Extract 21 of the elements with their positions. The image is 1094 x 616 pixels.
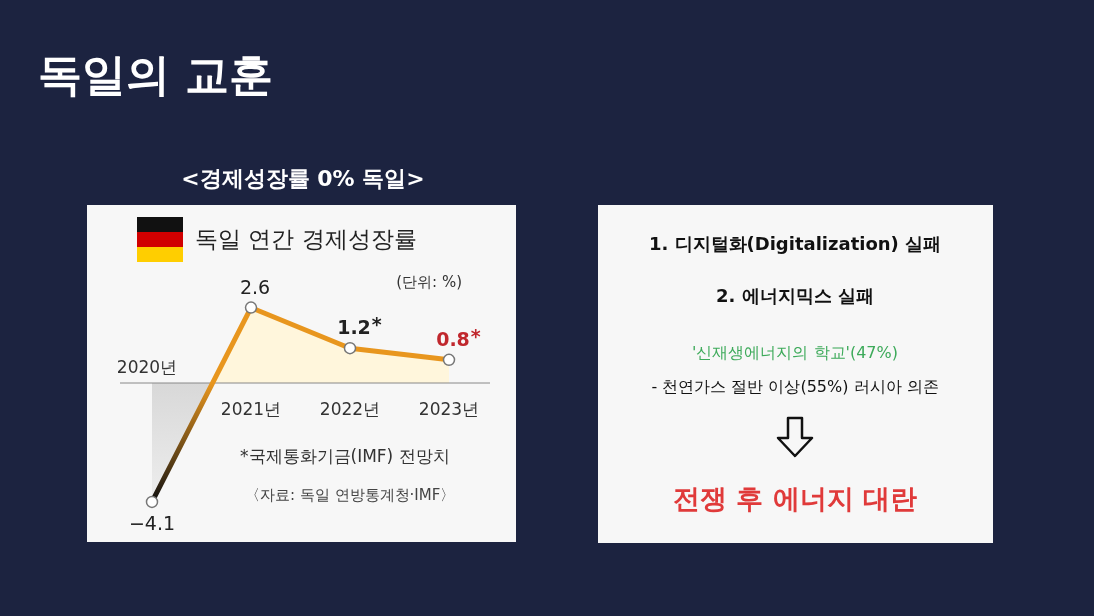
data-label: 1.2	[337, 316, 371, 339]
data-label: −4.1	[128, 511, 176, 534]
x-tick-label: 2020년	[116, 357, 178, 377]
text: 독일의 교훈	[38, 49, 274, 100]
x-tick-label: 2021년	[220, 399, 282, 419]
chart-subtitle: (단위: %)	[396, 273, 462, 291]
x-tick-label: 2023년	[418, 399, 480, 419]
text: <경제성장률 0% 독일>	[181, 166, 425, 191]
chart-title: 독일 연간 경제성장률	[195, 226, 417, 252]
text: 2. 에너지믹스 실패	[716, 285, 874, 306]
text: - 천연가스 절반 이상(55%) 러시아 의존	[651, 377, 939, 396]
annotation: *	[470, 324, 481, 347]
annotation: *국제통화기금(IMF) 전망치	[240, 446, 450, 466]
data-label: 0.8	[436, 327, 470, 350]
annotation: 〈자료: 독일 연방통계청·IMF〉	[245, 486, 456, 504]
annotation: *	[371, 313, 382, 336]
text: 전쟁 후 에너지 대란	[672, 483, 918, 514]
x-tick-label: 2022년	[319, 399, 381, 419]
data-label: 2.6	[239, 275, 271, 298]
text: '신재생에너지의 학교'(47%)	[692, 343, 898, 362]
text: 1. 디지털화(Digitalization) 실패	[648, 233, 942, 254]
